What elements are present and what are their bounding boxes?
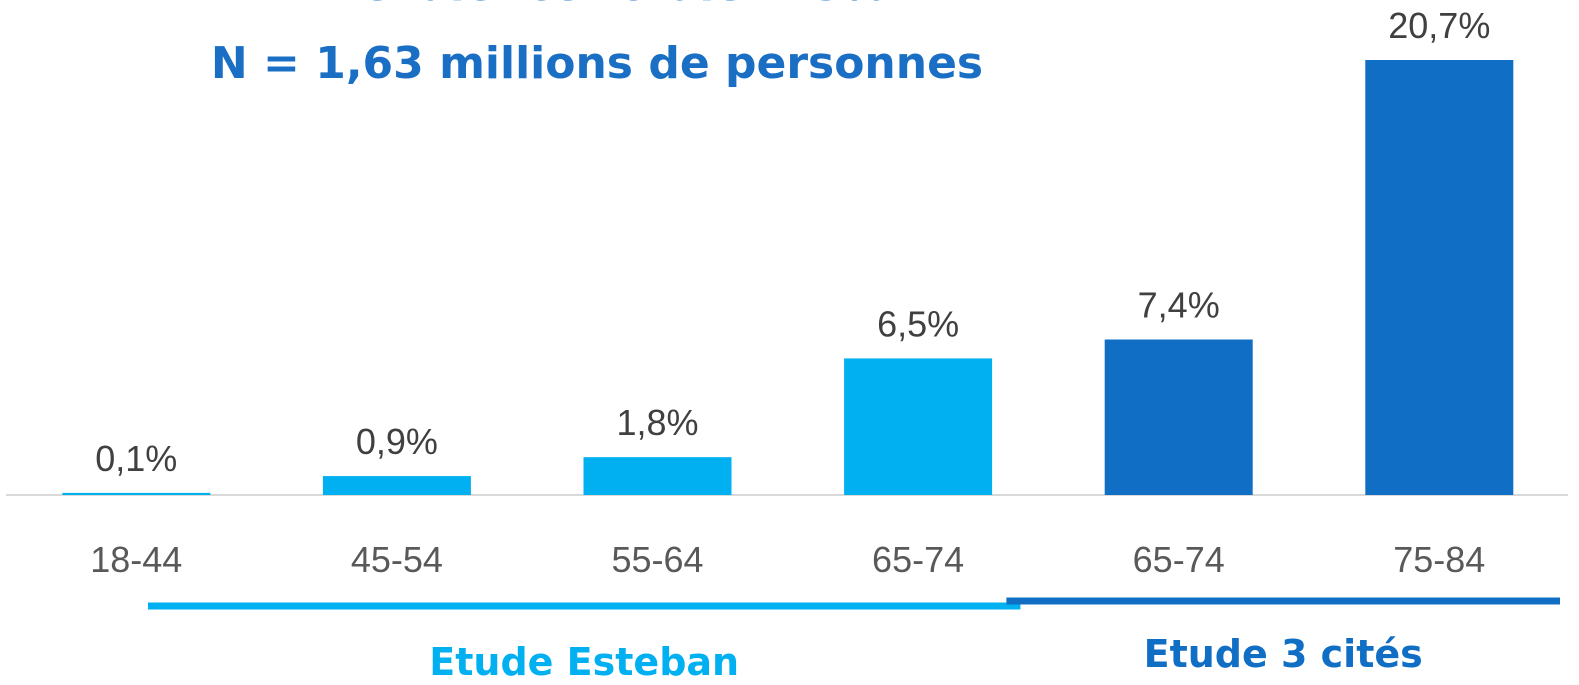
- x-tick-label: 65-74: [872, 539, 964, 580]
- value-label: 7,4%: [1138, 284, 1220, 325]
- bar: [62, 492, 211, 495]
- value-label: 1,8%: [616, 402, 698, 443]
- value-label: 6,5%: [877, 303, 959, 344]
- bar: [1365, 60, 1514, 495]
- chart-subtitle: N = 1,63 millions de personnes: [211, 38, 983, 89]
- value-label: 20,7%: [1388, 5, 1490, 46]
- x-tick-label: 75-84: [1393, 539, 1485, 580]
- chart-title: Prévalence totale = 5%: [308, 0, 887, 11]
- bar: [583, 457, 732, 495]
- group-label: Etude Esteban: [429, 640, 739, 684]
- x-tick-label: 55-64: [611, 539, 703, 580]
- bar: [844, 358, 993, 495]
- bar: [1104, 339, 1253, 495]
- x-tick-label: 65-74: [1133, 539, 1225, 580]
- group-label: Etude 3 cités: [1144, 632, 1423, 676]
- x-tick-label: 18-44: [90, 539, 182, 580]
- value-label: 0,9%: [356, 421, 438, 462]
- bar: [322, 476, 471, 495]
- value-label: 0,1%: [95, 438, 177, 479]
- x-tick-label: 45-54: [351, 539, 443, 580]
